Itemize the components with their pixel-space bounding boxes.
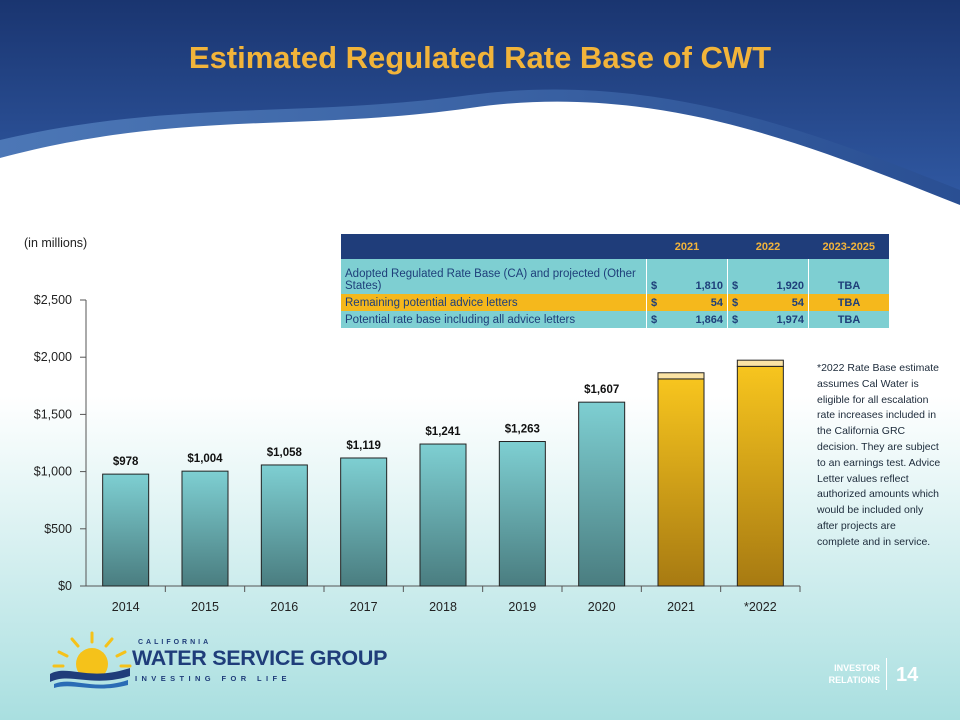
data-label: $978 (113, 456, 139, 468)
table-row-label: Adopted Regulated Rate Base (CA) and pro… (341, 259, 647, 294)
y-tick-label: $2,500 (34, 293, 72, 307)
table-header-cell (341, 234, 647, 259)
advice-letter-bar-segment (657, 372, 705, 380)
table-value: TBA (808, 311, 889, 328)
table-value: 54 (791, 296, 804, 309)
rate-base-bar (102, 473, 150, 587)
x-tick-label: 2014 (112, 600, 140, 614)
data-label: $1,058 (267, 447, 303, 459)
table-value: 1,864 (695, 313, 723, 326)
currency-sign: $ (651, 280, 658, 292)
y-tick-label: $0 (58, 579, 72, 593)
table-header-cell: 2022 (727, 234, 809, 259)
rate-base-bar (260, 464, 308, 587)
currency-sign: $ (732, 280, 739, 292)
units-label: (in millions) (24, 236, 88, 250)
x-tick-label: 2019 (508, 600, 536, 614)
table-header-row: 2021 2022 2023-2025 (341, 234, 889, 259)
table-row: Potential rate base including all advice… (341, 311, 889, 328)
data-label: $1,119 (346, 440, 381, 452)
rate-base-bar (340, 457, 388, 587)
rate-base-bar-projected (657, 378, 705, 587)
sun-wave-logo-icon (50, 631, 132, 689)
table-row-label: Potential rate base including all advice… (341, 311, 647, 328)
y-tick-label: $2,000 (34, 350, 72, 364)
table-header-cell: 2023-2025 (808, 234, 889, 259)
table-cell: $1,920 (727, 259, 809, 294)
footnote: *2022 Rate Base estimate assumes Cal Wat… (817, 362, 941, 548)
header-band (0, 0, 960, 190)
table-value: 1,974 (776, 313, 804, 326)
currency-sign: $ (651, 313, 658, 326)
table-cell: $1,810 (646, 259, 728, 294)
table-value: TBA (808, 294, 889, 311)
x-tick-label: 2018 (429, 600, 457, 614)
table-cell: $54 (727, 294, 809, 311)
rate-base-bar-projected (736, 365, 784, 587)
table-row: Adopted Regulated Rate Base (CA) and pro… (341, 259, 889, 294)
divider (886, 658, 887, 690)
table-header-cell: 2021 (646, 234, 728, 259)
rate-base-bar (419, 443, 467, 587)
y-tick-label: $500 (44, 522, 72, 536)
logo-line1: CALIFORNIA (138, 639, 212, 646)
section-label: INVESTOR RELATIONS (812, 662, 880, 686)
currency-sign: $ (732, 313, 739, 326)
x-tick-label: 2017 (350, 600, 378, 614)
table-value: 1,810 (695, 280, 723, 292)
rate-base-bar (578, 401, 626, 587)
x-tick-label: 2016 (270, 600, 298, 614)
table-row-label: Remaining potential advice letters (341, 294, 647, 311)
table-value: 1,920 (776, 280, 804, 292)
y-tick-label: $1,000 (34, 465, 72, 479)
rate-base-bar (181, 470, 229, 587)
rate-base-table: 2021 2022 2023-2025 Adopted Regulated Ra… (341, 234, 889, 328)
table-row: Remaining potential advice letters $54 $… (341, 294, 889, 311)
y-tick-label: $1,500 (34, 407, 72, 421)
table-cell: $1,864 (646, 311, 728, 328)
x-tick-label: 2021 (667, 600, 695, 614)
x-tick-label: 2020 (588, 600, 616, 614)
currency-sign: $ (732, 296, 739, 309)
table-value: 54 (710, 296, 723, 309)
currency-sign: $ (651, 296, 658, 309)
table-cell: $1,974 (727, 311, 809, 328)
advice-letter-bar-segment (736, 359, 784, 367)
data-label: $1,607 (584, 384, 619, 396)
logo-line3: INVESTING FOR LIFE (135, 674, 291, 683)
table-cell: $54 (646, 294, 728, 311)
logo-line2: WATER SERVICE GROUP (132, 646, 388, 670)
x-tick-label: 2015 (191, 600, 219, 614)
table-value: TBA (808, 259, 889, 294)
data-label: $1,004 (187, 453, 223, 465)
page-title: Estimated Regulated Rate Base of CWT (188, 40, 772, 75)
data-label: $1,241 (425, 426, 461, 438)
rate-base-bar (498, 441, 546, 587)
x-tick-label: *2022 (744, 600, 777, 614)
page-number: 14 (896, 664, 919, 686)
section-label-line2: RELATIONS (828, 675, 880, 685)
section-label-line1: INVESTOR (834, 663, 880, 673)
data-label: $1,263 (505, 424, 540, 436)
